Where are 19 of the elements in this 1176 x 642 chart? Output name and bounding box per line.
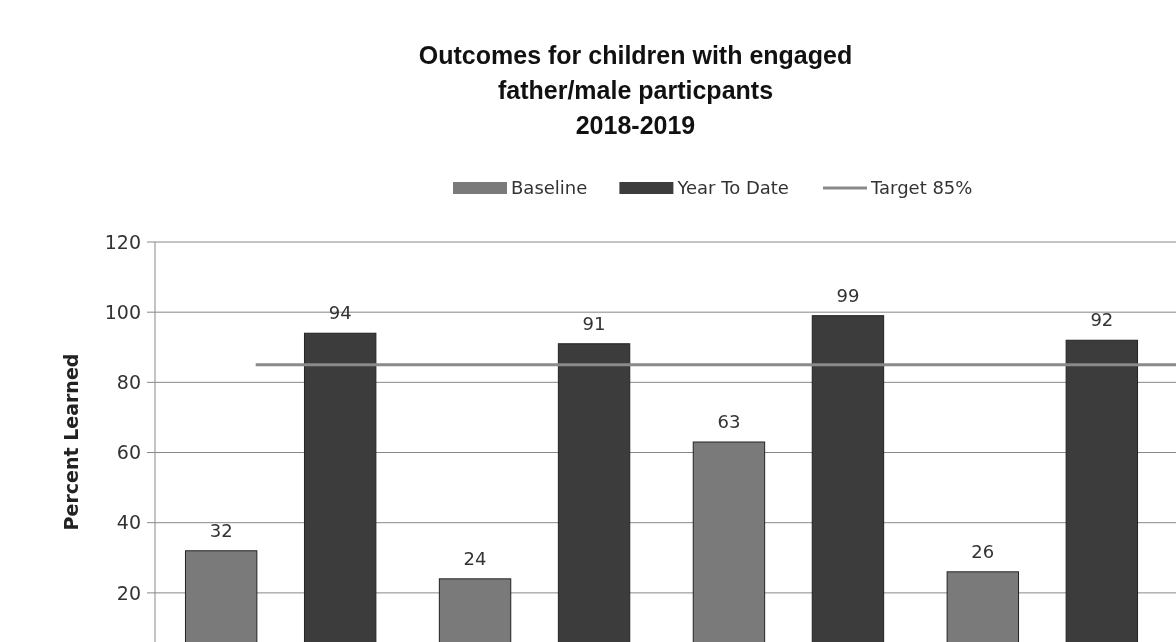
chart-title: Outcomes for children with engaged father/male particpants 2018-2019 (418, 41, 853, 139)
data-label: 26 (971, 540, 995, 562)
y-tick-label: 80 (116, 371, 141, 393)
data-label: 99 (836, 284, 860, 306)
y-tick-label: 60 (116, 441, 141, 464)
y-tick-label: 100 (104, 300, 141, 323)
legend-label: Target 85% (870, 177, 973, 199)
data-label: 24 (463, 547, 487, 569)
data-label: 92 (1090, 309, 1114, 331)
y-tick-label: 120 (104, 230, 141, 253)
y-tick-label: 40 (116, 511, 141, 534)
y-axis-title: Percent Learned (60, 353, 82, 531)
legend-label: Baseline (511, 177, 588, 199)
data-label: 63 (717, 411, 741, 432)
legend-label: Year To Date (676, 177, 789, 199)
data-label: 91 (582, 312, 606, 334)
data-label: 94 (328, 302, 352, 324)
data-label: 32 (209, 519, 233, 541)
y-tick-label: 20 (116, 581, 141, 604)
